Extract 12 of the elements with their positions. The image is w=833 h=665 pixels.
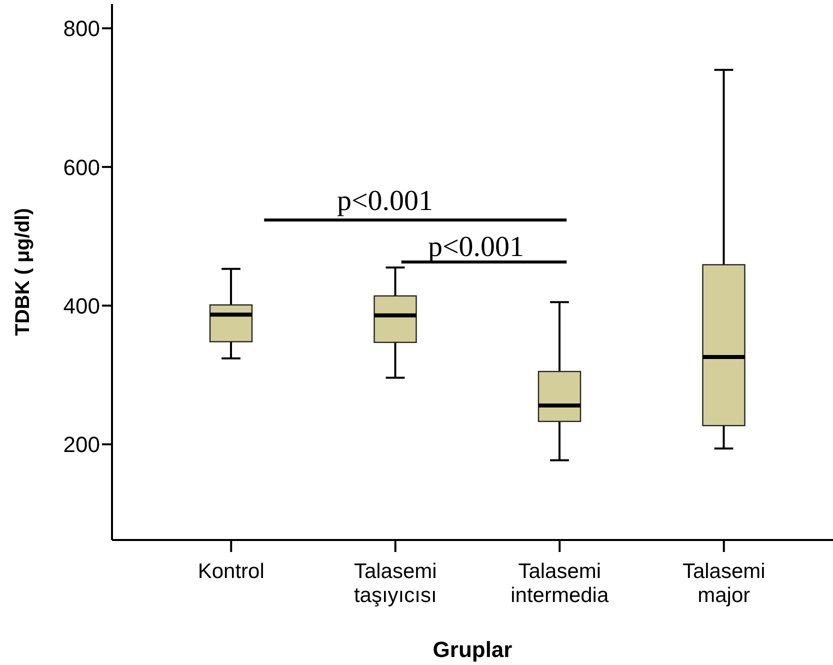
x-tick-label: Talasemi intermedia [510, 560, 609, 607]
x-tick-label: Kontrol [198, 560, 264, 583]
y-axis-title: TDBK ( μg/dl) [12, 208, 34, 336]
y-tick-label: 200 [63, 432, 100, 458]
x-tick-label: Talasemi major [682, 560, 766, 607]
y-tick-label: 800 [63, 16, 100, 42]
x-axis-title: Gruplar [432, 637, 513, 662]
x-tick-label: Talasemi taşıyıcısı [354, 560, 437, 607]
y-tick-label: 400 [63, 293, 100, 318]
annotation: p<0.001 [336, 185, 434, 217]
annotation: p<0.001 [428, 231, 524, 263]
y-tick-label: 600 [63, 154, 100, 180]
